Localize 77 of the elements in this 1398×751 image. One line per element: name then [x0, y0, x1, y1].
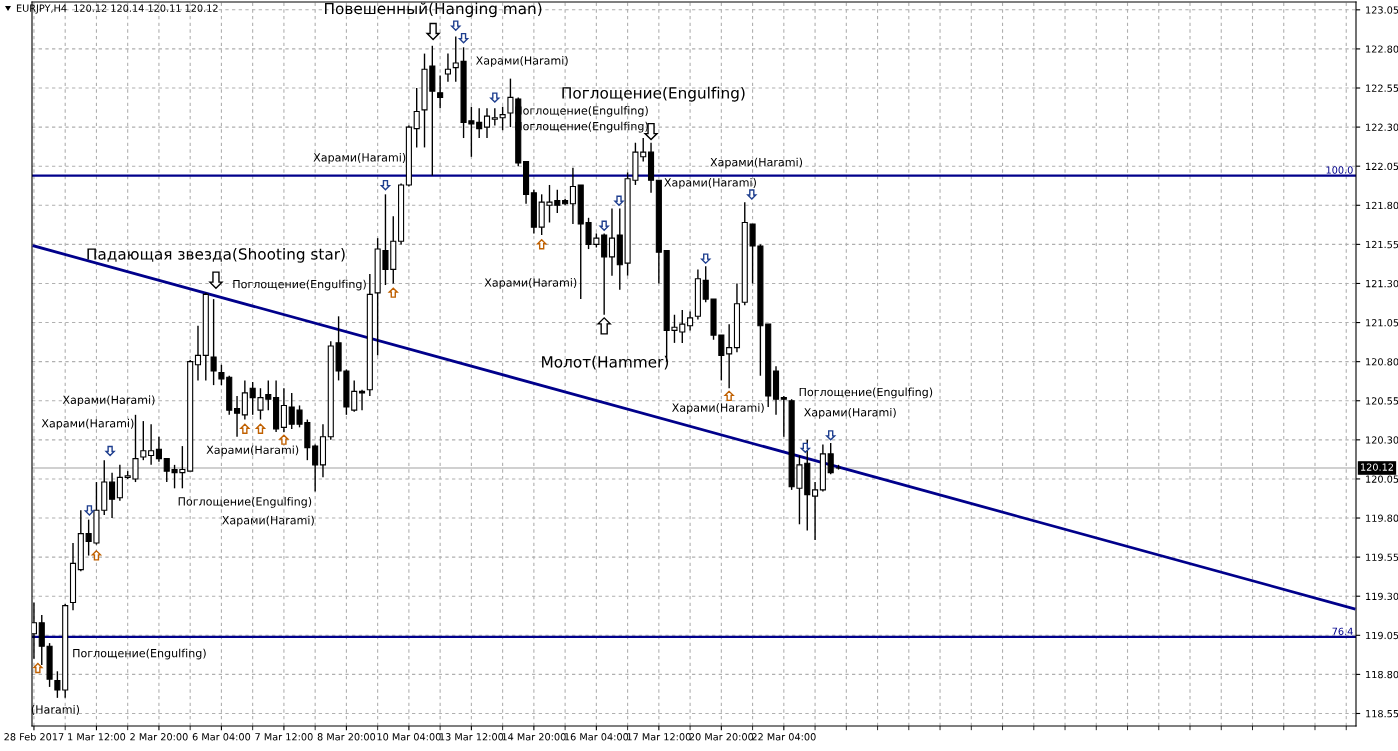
y-tick-label: 119.30 [1366, 592, 1398, 601]
candlestick [155, 436, 162, 463]
candlestick [483, 107, 491, 139]
candlestick [194, 324, 202, 382]
y-tick-label: 120.55 [1366, 397, 1398, 405]
x-tick-label: 14 Mar 20:00 [502, 733, 566, 741]
candlestick [608, 207, 616, 277]
annotation: Поглощение(Engulfing) [562, 86, 745, 102]
y-tick-label: 122.55 [1366, 84, 1398, 92]
candlestick [140, 420, 147, 461]
y-tick-label: 122.30 [1366, 123, 1398, 131]
y-tick-label: 122.80 [1366, 45, 1398, 53]
annotation: Повешенный(Hanging man) [325, 2, 542, 18]
candlestick [116, 464, 123, 502]
y-tick-label: 119.55 [1366, 553, 1398, 561]
y-tick-label: 119.05 [1366, 631, 1398, 640]
y-tick-label: 118.80 [1366, 670, 1398, 679]
annotation: Поглощение(Engulfing) [73, 648, 206, 660]
annotation: Молот(Hammer) [542, 355, 669, 370]
candlestick [109, 471, 116, 519]
annotation: Харами(Harami) [672, 403, 764, 414]
y-tick-label: 121.80 [1366, 201, 1398, 210]
annotation: Харами(Harami) [710, 157, 803, 169]
candlestick [726, 323, 733, 389]
x-tick-label: 17 Mar 12:00 [627, 733, 691, 741]
candlestick [358, 389, 366, 411]
candlestick [827, 442, 834, 475]
candlestick [569, 167, 576, 225]
x-tick-label: 2 Mar 20:00 [130, 733, 188, 741]
y-tick-label: 123.05 [1366, 6, 1398, 14]
annotation: Харами(Harami) [475, 56, 568, 67]
candlestick [241, 379, 248, 421]
y-tick-label: 121.30 [1366, 279, 1398, 288]
candlestick [148, 423, 155, 466]
x-tick-label: 10 Mar 04:00 [377, 733, 441, 741]
x-tick-label: 1 Mar 12:00 [68, 733, 126, 741]
candlestick [312, 443, 319, 493]
annotation: Харами(Harami) [222, 515, 314, 527]
candlestick [233, 395, 241, 438]
y-tick-label: 121.55 [1366, 240, 1398, 249]
annotation: Падающая звезда(Shooting star) [87, 247, 345, 263]
annotation: 100.0 [1326, 166, 1353, 174]
annotation: Харами(Harami) [804, 407, 896, 419]
x-tick-label: 22 Mar 04:00 [752, 733, 816, 741]
y-tick-label: 121.05 [1366, 319, 1398, 327]
y-tick-label: 120.30 [1366, 436, 1398, 444]
annotation: Харами(Harami) [484, 278, 577, 289]
candlestick [210, 298, 217, 386]
x-tick-label: 6 Mar 04:00 [192, 733, 251, 741]
candlestick [780, 395, 787, 438]
candlestick [437, 74, 444, 110]
ref-line-label: 120.12 [1361, 463, 1394, 471]
annotation: Харами(Harami) [62, 395, 155, 407]
y-tick-label: 120.80 [1366, 358, 1398, 366]
candlestick [812, 481, 819, 541]
x-tick-label: 16 Mar 04:00 [564, 733, 629, 741]
x-tick-label: 13 Mar 12:00 [439, 733, 504, 741]
candlestick [444, 52, 452, 83]
x-tick-label: 7 Mar 12:00 [255, 733, 313, 741]
y-tick-label: 120.05 [1366, 475, 1398, 483]
annotation: Поглощение(Engulfing) [178, 497, 312, 508]
annotation: Поглощение(Engulfing) [233, 279, 366, 291]
x-tick-label: 8 Mar 20:00 [317, 733, 376, 741]
annotation: Харами(Harami) [41, 418, 134, 430]
candlestick [687, 310, 694, 332]
candlestick [413, 87, 420, 149]
annotation: Поглощение(Engulfing) [799, 387, 933, 399]
y-tick-label: 122.05 [1366, 162, 1398, 171]
annotation: Харами(Harami) [206, 445, 299, 457]
x-tick-label: 28 Feb 2017 [4, 732, 64, 741]
annotation: Харами(Harami) [313, 152, 406, 164]
annotation: Харами(Harami) [664, 178, 756, 189]
x-tick-label: 20 Mar 20:00 [689, 733, 754, 741]
y-tick-label: 118.55 [1366, 709, 1398, 718]
y-tick-label: 119.80 [1366, 514, 1398, 522]
annotation: 76.4 [1332, 627, 1353, 635]
candlestick [280, 387, 287, 433]
